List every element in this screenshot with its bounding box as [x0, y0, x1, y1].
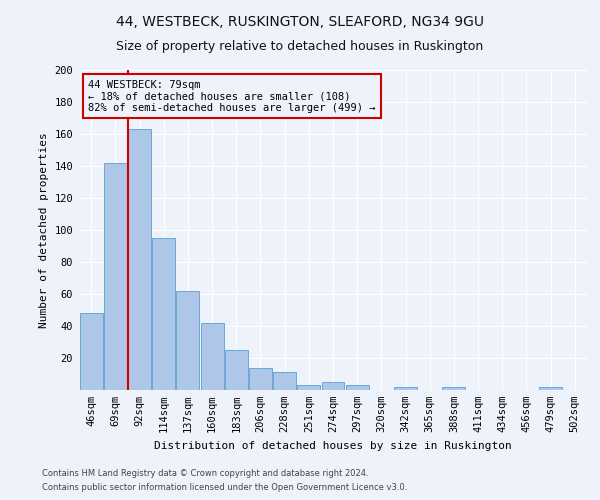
Bar [225, 350, 248, 390]
Bar [80, 313, 103, 390]
Bar [200, 323, 224, 390]
Text: 44, WESTBECK, RUSKINGTON, SLEAFORD, NG34 9GU: 44, WESTBECK, RUSKINGTON, SLEAFORD, NG34… [116, 15, 484, 29]
Bar [346, 385, 368, 390]
Bar [176, 291, 199, 390]
Bar [394, 387, 417, 390]
X-axis label: Distribution of detached houses by size in Ruskington: Distribution of detached houses by size … [154, 440, 512, 450]
Bar [322, 382, 344, 390]
Bar [273, 372, 296, 390]
Text: Contains public sector information licensed under the Open Government Licence v3: Contains public sector information licen… [42, 484, 407, 492]
Text: 44 WESTBECK: 79sqm
← 18% of detached houses are smaller (108)
82% of semi-detach: 44 WESTBECK: 79sqm ← 18% of detached hou… [88, 80, 376, 113]
Bar [249, 368, 272, 390]
Text: Size of property relative to detached houses in Ruskington: Size of property relative to detached ho… [116, 40, 484, 53]
Y-axis label: Number of detached properties: Number of detached properties [39, 132, 49, 328]
Bar [128, 129, 151, 390]
Bar [442, 387, 466, 390]
Bar [298, 385, 320, 390]
Bar [539, 387, 562, 390]
Bar [104, 163, 127, 390]
Bar [152, 238, 175, 390]
Text: Contains HM Land Registry data © Crown copyright and database right 2024.: Contains HM Land Registry data © Crown c… [42, 468, 368, 477]
